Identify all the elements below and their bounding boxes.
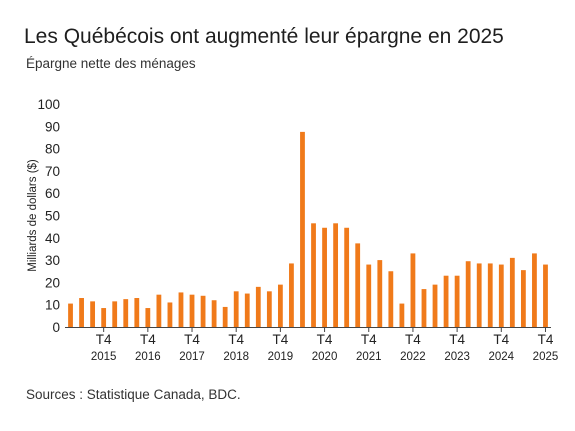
x-tick-quarter-label: T4 bbox=[538, 332, 554, 347]
bar bbox=[145, 308, 151, 327]
y-tick-label: 10 bbox=[45, 298, 60, 313]
bar bbox=[266, 291, 272, 327]
chart-subtitle: Épargne nette des ménages bbox=[26, 56, 196, 71]
x-axis-ticks: T4 2015 T4 2016 T4 2017 T4 2018 T4 2019 T4 2020 T4 20… bbox=[91, 327, 558, 363]
source-note: Sources : Statistique Canada, BDC. bbox=[26, 387, 241, 402]
bar bbox=[90, 301, 96, 327]
y-tick-label: 40 bbox=[45, 231, 60, 246]
x-tick-year-label: 2015 bbox=[91, 351, 117, 363]
bar bbox=[377, 260, 383, 327]
x-tick-year-label: 2025 bbox=[533, 351, 559, 363]
bar-series bbox=[68, 131, 548, 328]
bar bbox=[277, 284, 283, 327]
y-tick-label: 100 bbox=[37, 97, 60, 112]
bar bbox=[454, 275, 460, 327]
bar bbox=[123, 299, 129, 328]
bar bbox=[322, 227, 327, 327]
x-tick-quarter-label: T4 bbox=[317, 332, 333, 347]
y-tick-label: 70 bbox=[45, 164, 60, 179]
bar bbox=[101, 308, 107, 327]
bar bbox=[211, 300, 217, 327]
bar bbox=[289, 263, 294, 327]
x-tick-year-label: 2021 bbox=[356, 351, 382, 363]
bar bbox=[388, 271, 394, 327]
x-tick-quarter-label: T4 bbox=[449, 332, 465, 347]
bar bbox=[410, 253, 416, 327]
x-tick-year-label: 2016 bbox=[135, 351, 161, 363]
bar bbox=[134, 298, 140, 327]
bar bbox=[509, 257, 515, 327]
bar bbox=[300, 131, 305, 328]
x-tick-year-label: 2022 bbox=[400, 351, 426, 363]
x-tick-quarter-label: T4 bbox=[493, 332, 509, 347]
bar bbox=[200, 295, 206, 327]
bar bbox=[112, 301, 118, 327]
x-tick-year-label: 2023 bbox=[444, 351, 470, 363]
x-tick-quarter-label: T4 bbox=[140, 332, 156, 347]
y-tick-label: 0 bbox=[52, 320, 60, 335]
bar bbox=[244, 293, 250, 327]
y-axis-ticks: 0 10 20 30 40 50 60 70 80 90 100 bbox=[37, 97, 60, 335]
y-tick-label: 20 bbox=[45, 275, 60, 290]
y-tick-label: 50 bbox=[45, 209, 60, 224]
y-tick-label: 80 bbox=[45, 142, 60, 157]
bar bbox=[68, 303, 73, 327]
bar bbox=[532, 253, 537, 327]
chart-title: Les Québécois ont augmenté leur épargne … bbox=[24, 25, 504, 48]
x-tick-quarter-label: T4 bbox=[361, 332, 377, 347]
bar bbox=[344, 227, 350, 327]
y-axis-label: Milliards de dollars ($) bbox=[27, 159, 39, 272]
bar bbox=[355, 243, 361, 328]
y-tick-label: 60 bbox=[45, 186, 60, 201]
bar bbox=[189, 294, 195, 327]
bar bbox=[156, 294, 162, 327]
bar bbox=[399, 303, 405, 327]
bar bbox=[421, 289, 427, 327]
bar bbox=[255, 286, 261, 327]
bar bbox=[366, 264, 372, 327]
bar bbox=[311, 223, 316, 327]
x-tick-year-label: 2017 bbox=[179, 351, 205, 363]
x-tick-year-label: 2018 bbox=[223, 351, 249, 363]
bar bbox=[167, 302, 173, 327]
x-tick-year-label: 2024 bbox=[488, 351, 514, 363]
x-tick-quarter-label: T4 bbox=[273, 332, 289, 347]
bar bbox=[520, 270, 526, 327]
bar bbox=[222, 306, 228, 327]
bar bbox=[465, 261, 471, 327]
bar bbox=[443, 275, 449, 327]
bar bbox=[498, 264, 504, 327]
y-tick-label: 30 bbox=[45, 253, 60, 268]
y-tick-label: 90 bbox=[45, 119, 60, 134]
bar bbox=[178, 292, 184, 327]
bar bbox=[432, 284, 438, 327]
bar bbox=[333, 223, 339, 327]
bar bbox=[79, 298, 84, 327]
x-tick-quarter-label: T4 bbox=[184, 332, 200, 347]
bar bbox=[233, 291, 239, 327]
x-tick-quarter-label: T4 bbox=[228, 332, 244, 347]
x-tick-year-label: 2019 bbox=[268, 351, 294, 363]
x-tick-quarter-label: T4 bbox=[405, 332, 421, 347]
bar bbox=[476, 263, 482, 327]
bar bbox=[543, 264, 548, 327]
x-tick-year-label: 2020 bbox=[312, 351, 338, 363]
bar bbox=[487, 263, 493, 327]
x-tick-quarter-label: T4 bbox=[96, 332, 112, 347]
